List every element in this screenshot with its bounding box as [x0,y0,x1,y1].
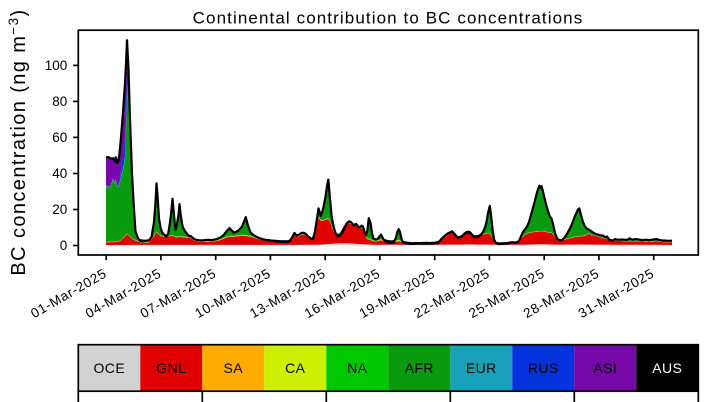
svg-text:CA: CA [285,360,306,376]
svg-text:AFR: AFR [405,360,434,376]
svg-text:Continental contribution to BC: Continental contribution to BC concentra… [193,9,584,28]
svg-text:100: 100 [45,58,68,73]
svg-text:RUS: RUS [528,360,559,376]
svg-text:EUR: EUR [466,360,497,376]
svg-text:0: 0 [60,238,68,253]
svg-text:20: 20 [52,202,67,217]
svg-text:SA: SA [224,360,244,376]
svg-text:80: 80 [52,94,67,109]
svg-text:60: 60 [52,130,67,145]
svg-text:NA: NA [347,360,368,376]
svg-text:AUS: AUS [652,360,682,376]
svg-text:ASI: ASI [593,360,617,376]
svg-text:GNL: GNL [156,360,186,376]
svg-text:40: 40 [52,166,67,181]
svg-text:OCE: OCE [94,360,126,376]
svg-text:BC concentration (ng m−3): BC concentration (ng m−3) [6,8,30,275]
